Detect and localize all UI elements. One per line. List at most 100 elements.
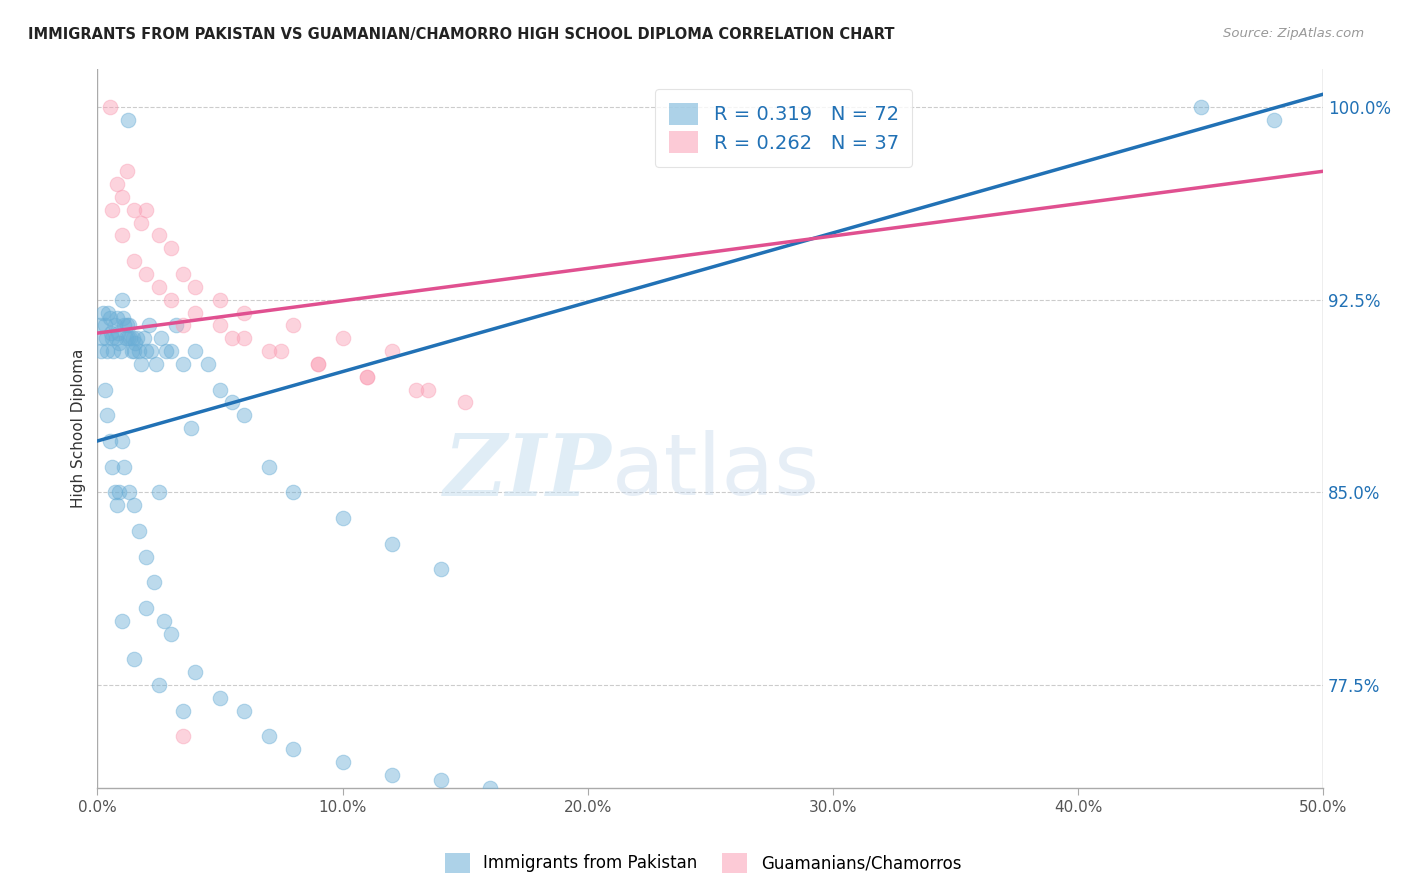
Text: IMMIGRANTS FROM PAKISTAN VS GUAMANIAN/CHAMORRO HIGH SCHOOL DIPLOMA CORRELATION C: IMMIGRANTS FROM PAKISTAN VS GUAMANIAN/CH… [28, 27, 894, 42]
Point [103, 318, 125, 333]
Point [197, 357, 219, 371]
Point [184, 344, 207, 359]
Point [112, 318, 135, 333]
Point [114, 331, 136, 345]
Point [93, 383, 115, 397]
Point [111, 228, 134, 243]
Point [233, 331, 256, 345]
Point [184, 280, 207, 294]
Text: ZIP: ZIP [444, 430, 612, 513]
Point [141, 344, 163, 359]
Point [283, 485, 305, 500]
Point [208, 318, 231, 333]
Point [101, 202, 124, 217]
Point [89, 318, 111, 333]
Point [160, 293, 183, 307]
Point [93, 318, 115, 333]
Point [208, 293, 231, 307]
Point [270, 344, 292, 359]
Point [142, 575, 165, 590]
Point [405, 383, 427, 397]
Point [96, 344, 118, 359]
Point [221, 395, 243, 409]
Point [208, 690, 231, 705]
Point [184, 305, 207, 319]
Point [150, 331, 173, 345]
Point [172, 730, 194, 744]
Point [356, 369, 378, 384]
Point [332, 755, 354, 769]
Point [98, 100, 121, 114]
Point [132, 331, 155, 345]
Point [107, 326, 129, 340]
Point [221, 331, 243, 345]
Point [124, 336, 146, 351]
Point [111, 190, 134, 204]
Point [429, 772, 451, 787]
Point [112, 310, 135, 325]
Point [429, 562, 451, 576]
Point [101, 331, 124, 345]
Point [1189, 100, 1212, 114]
Point [112, 459, 135, 474]
Point [131, 216, 153, 230]
Point [307, 357, 329, 371]
Point [111, 614, 134, 628]
Point [478, 780, 501, 795]
Point [111, 293, 134, 307]
Y-axis label: High School Diploma: High School Diploma [72, 349, 86, 508]
Point [155, 344, 177, 359]
Point [257, 459, 280, 474]
Point [121, 344, 143, 359]
Point [135, 601, 157, 615]
Point [356, 369, 378, 384]
Point [125, 331, 148, 345]
Point [115, 164, 138, 178]
Point [122, 331, 145, 345]
Point [105, 310, 128, 325]
Point [160, 344, 183, 359]
Legend: Immigrants from Pakistan, Guamanians/Chamorros: Immigrants from Pakistan, Guamanians/Cha… [439, 847, 967, 880]
Point [172, 704, 194, 718]
Point [110, 344, 132, 359]
Point [233, 409, 256, 423]
Point [307, 357, 329, 371]
Point [233, 305, 256, 319]
Point [160, 241, 183, 255]
Point [138, 318, 160, 333]
Point [1263, 112, 1285, 127]
Point [117, 112, 139, 127]
Point [96, 409, 118, 423]
Point [104, 331, 127, 345]
Point [131, 357, 153, 371]
Point [283, 318, 305, 333]
Point [122, 344, 145, 359]
Point [135, 202, 157, 217]
Point [152, 614, 174, 628]
Point [179, 421, 201, 435]
Point [103, 485, 125, 500]
Point [91, 331, 114, 345]
Point [93, 305, 115, 319]
Point [257, 344, 280, 359]
Point [172, 357, 194, 371]
Point [97, 305, 120, 319]
Point [172, 318, 194, 333]
Point [108, 485, 131, 500]
Point [122, 498, 145, 512]
Point [135, 344, 157, 359]
Point [148, 485, 170, 500]
Point [98, 310, 121, 325]
Point [105, 177, 128, 191]
Point [257, 730, 280, 744]
Point [160, 626, 183, 640]
Point [148, 280, 170, 294]
Point [135, 549, 157, 564]
Point [184, 665, 207, 680]
Point [135, 267, 157, 281]
Point [128, 344, 150, 359]
Point [122, 202, 145, 217]
Point [122, 652, 145, 666]
Point [117, 331, 139, 345]
Point [118, 485, 141, 500]
